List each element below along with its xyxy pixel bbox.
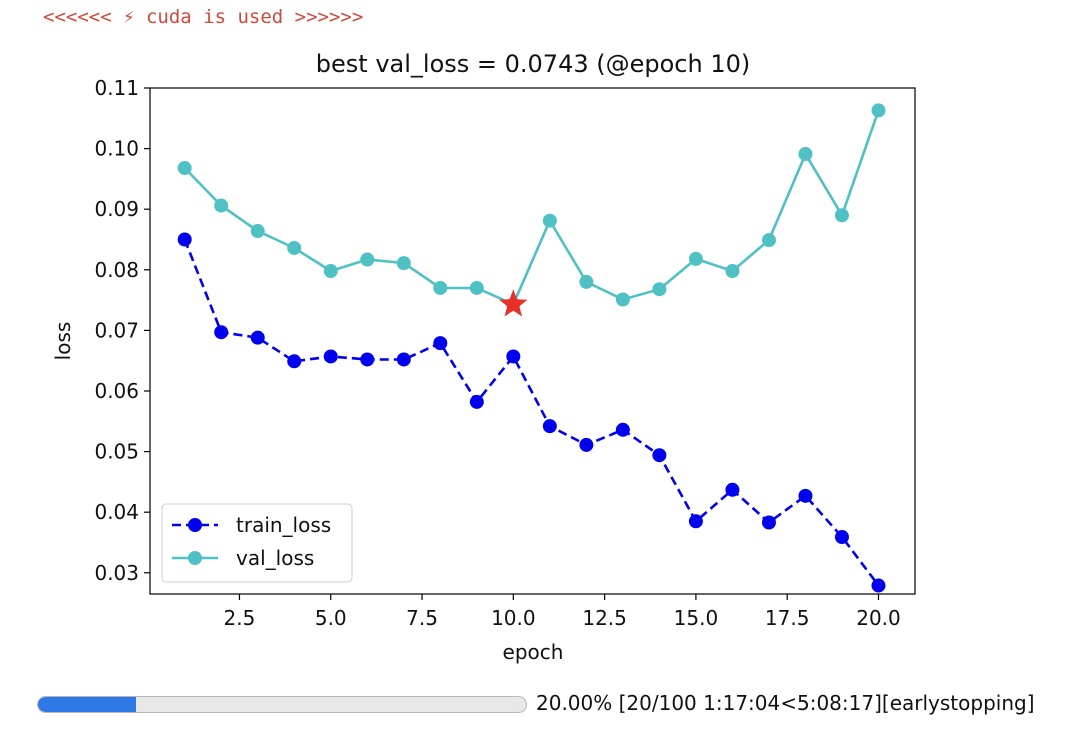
- x-tick-label: 20.0: [856, 606, 901, 630]
- y-tick-label: 0.10: [94, 137, 139, 161]
- y-tick-label: 0.08: [94, 258, 139, 282]
- val-loss-point: [725, 264, 740, 279]
- y-tick-label: 0.07: [94, 318, 139, 342]
- progress-bar-fill: [38, 697, 136, 712]
- train-loss-point: [433, 336, 448, 351]
- legend-train-marker: [188, 518, 202, 532]
- x-tick-label: 15.0: [674, 606, 719, 630]
- y-tick-label: 0.03: [94, 561, 139, 585]
- x-axis: 2.5 5.0 7.5 10.0 12.5 15.0 17.5 20.0: [224, 594, 901, 630]
- train-loss-point: [177, 232, 192, 247]
- y-tick-label: 0.11: [94, 76, 139, 100]
- plot-area-frame: [149, 87, 916, 595]
- train-loss-point: [761, 515, 776, 530]
- train-loss-point: [871, 578, 886, 593]
- x-tick-label: 5.0: [315, 606, 347, 630]
- train-loss-point: [323, 349, 338, 364]
- val-loss-point: [688, 251, 703, 266]
- train-loss-point: [396, 352, 411, 367]
- legend-train-label: train_loss: [236, 513, 331, 537]
- train-loss-point: [506, 349, 521, 364]
- train-loss-point: [688, 514, 703, 529]
- val-loss-point: [798, 147, 813, 162]
- x-tick-label: 2.5: [224, 606, 256, 630]
- best-val-loss-star-marker: [499, 289, 528, 317]
- val-loss-point: [834, 208, 849, 223]
- y-tick-label: 0.04: [94, 500, 139, 524]
- y-axis: 0.03 0.04 0.05 0.06 0.07 0.08 0.09 0.10 0.11: [94, 76, 150, 585]
- train-loss-point: [579, 437, 594, 452]
- val-loss-point: [761, 233, 776, 248]
- val-loss-point: [615, 292, 630, 307]
- y-tick-label: 0.06: [94, 379, 139, 403]
- y-tick-label: 0.09: [94, 197, 139, 221]
- val-loss-point: [433, 280, 448, 295]
- progress-bar: [37, 696, 527, 713]
- val-loss-point: [360, 252, 375, 267]
- train-loss-point: [725, 482, 740, 497]
- train-loss-point: [652, 448, 667, 463]
- x-tick-label: 17.5: [765, 606, 810, 630]
- train-loss-point: [360, 352, 375, 367]
- y-tick-label: 0.05: [94, 440, 139, 464]
- legend-val-label: val_loss: [236, 546, 314, 570]
- val-loss-point: [396, 256, 411, 271]
- legend: train_loss val_loss: [161, 503, 353, 583]
- val-loss-point: [323, 264, 338, 279]
- val-loss-point: [542, 213, 557, 228]
- val-loss-point: [250, 224, 265, 239]
- legend-val-marker: [188, 551, 202, 565]
- x-tick-label: 7.5: [406, 606, 438, 630]
- train-loss-point: [287, 354, 302, 369]
- val-loss-point: [469, 280, 484, 295]
- val-loss-point: [579, 274, 594, 289]
- train-loss-point: [469, 394, 484, 409]
- console-output-line: <<<<<< ⚡ cuda is used >>>>>>: [43, 6, 364, 28]
- legend-box: [161, 503, 353, 583]
- series-layer: [177, 103, 886, 593]
- x-axis-label: epoch: [503, 640, 564, 664]
- progress-status-text: 20.00% [20/100 1:17:04<5:08:17][earlysto…: [536, 691, 1035, 715]
- val-loss-point: [871, 103, 886, 118]
- train-loss-point: [834, 530, 849, 545]
- train-loss-point: [542, 419, 557, 434]
- x-tick-label: 10.0: [491, 606, 536, 630]
- val-loss-point: [214, 198, 229, 213]
- val-loss-point: [652, 282, 667, 297]
- train-loss-point: [250, 330, 265, 345]
- chart-title: best val_loss = 0.0743 (@epoch 10): [316, 50, 750, 78]
- train-loss-point: [615, 422, 630, 437]
- val-loss-line: [183, 109, 880, 306]
- x-tick-label: 12.5: [582, 606, 627, 630]
- loss-chart: best val_loss = 0.0743 (@epoch 10) 0.030…: [51, 50, 916, 664]
- train-loss-point: [214, 325, 229, 340]
- train-loss-point: [798, 488, 813, 503]
- val-loss-point: [287, 240, 302, 255]
- y-axis-label: loss: [51, 322, 75, 361]
- val-loss-point: [177, 160, 192, 175]
